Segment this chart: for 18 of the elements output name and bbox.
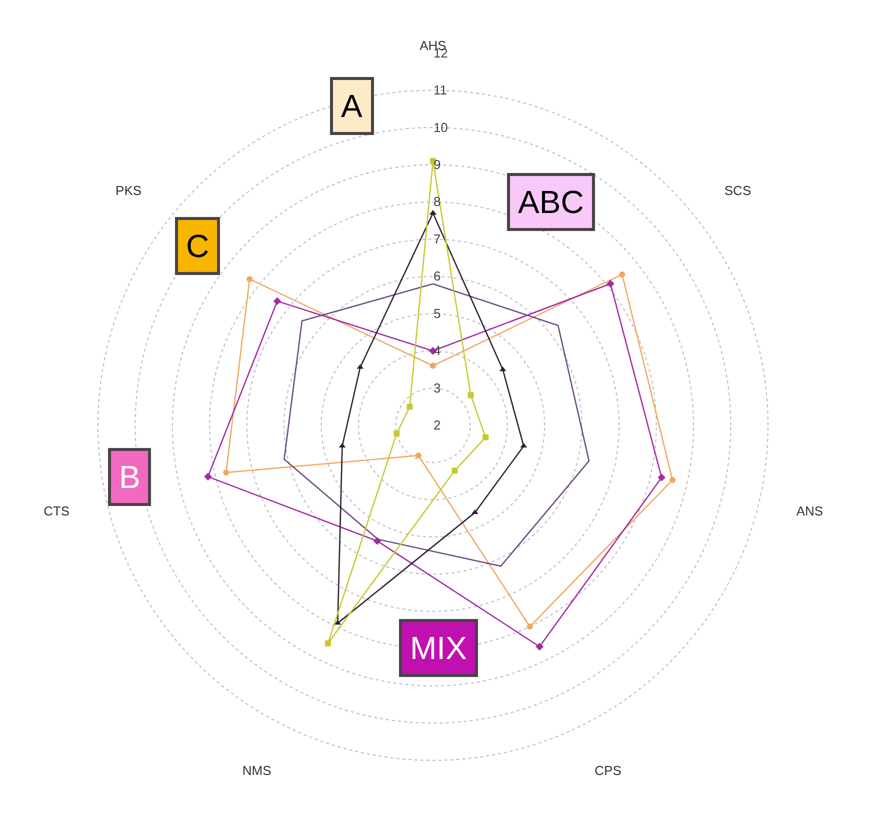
spoke-label: NMS [242, 762, 272, 778]
text: A [341, 88, 363, 124]
y-tick-label: 5 [433, 306, 441, 321]
spoke-label: CPS [594, 762, 622, 778]
y-tick-label: 6 [433, 268, 441, 284]
y-tick-label: 7 [433, 231, 441, 246]
y-tick-label: 2 [433, 418, 441, 433]
text: ABC [518, 184, 584, 220]
y-tick-label: 11 [433, 82, 447, 98]
y-tick-label: 3 [433, 380, 441, 396]
spoke-label: CTS [44, 504, 70, 519]
spoke-label: PKS [116, 182, 142, 198]
text: C [186, 228, 210, 264]
spoke-label: ANS [796, 504, 824, 519]
y-tick-label: 10 [433, 120, 448, 135]
text: MIX [410, 630, 467, 666]
spoke-label: SCS [724, 182, 752, 198]
text: B [119, 459, 140, 495]
